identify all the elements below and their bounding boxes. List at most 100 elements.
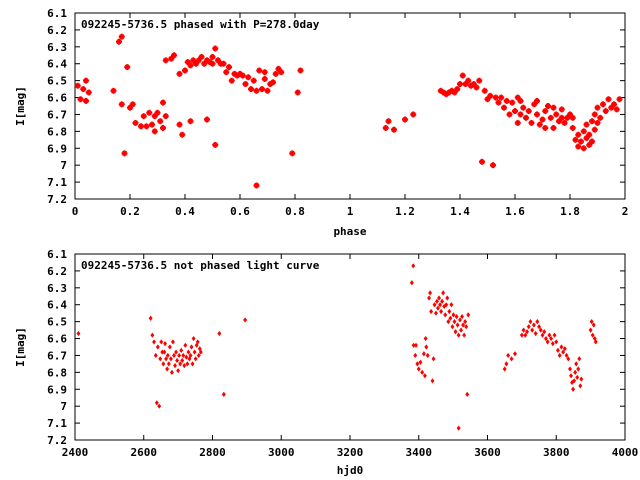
unphased-data-point: [413, 352, 418, 359]
phased-data-point: [264, 87, 271, 94]
unphased-data-point: [456, 425, 461, 431]
unphased-data-point: [545, 339, 550, 345]
unphased-data-point: [523, 332, 528, 338]
phased-data-point: [250, 77, 257, 84]
phased-data-point: [605, 96, 612, 103]
unphased-data-point: [188, 352, 193, 359]
unphased-data-point: [221, 391, 226, 397]
unphased-x-ticks: 2400 2600 2800 3000 3200 3400 3600 3800 4000: [62, 254, 639, 459]
phased-data-point: [523, 114, 529, 121]
unphased-x-tick-label: 2400: [62, 446, 89, 459]
phased-data-point: [509, 99, 516, 106]
unphased-data-point: [168, 356, 173, 362]
unphased-data-point: [243, 317, 248, 323]
unphased-data-point: [173, 363, 177, 369]
unphased-y-ticks: 6.1 6.2 6.3 6.4 6.5 6.6 6.7 6.8 6.9 7 7.1 7.2: [47, 248, 625, 447]
unphased-x-tick-label: 4000: [612, 446, 639, 459]
unphased-data-point: [411, 342, 416, 348]
unphased-data-point: [154, 400, 159, 406]
phased-y-tick-label: 6.4: [47, 58, 67, 71]
unphased-data-point: [509, 356, 514, 362]
unphased-data-point: [559, 344, 564, 350]
phased-data-point: [506, 111, 513, 118]
unphased-data-point: [533, 330, 538, 337]
unphased-data-point: [568, 366, 572, 372]
phased-x-tick-label: 2: [622, 205, 629, 218]
phased-data-point: [278, 69, 285, 76]
phased-data-point: [600, 101, 606, 108]
phased-data-point: [501, 104, 507, 111]
phased-data-point: [110, 87, 117, 94]
unphased-data-point: [526, 324, 531, 330]
phased-data-point: [410, 111, 417, 118]
phased-data-point: [561, 119, 568, 126]
phased-data-point: [558, 106, 565, 113]
phased-y-tick-label: 6.6: [47, 92, 67, 105]
unphased-y-tick-label: 6.9: [47, 383, 67, 396]
unphased-data-point: [436, 305, 440, 311]
unphased-data-point: [166, 361, 171, 367]
unphased-data-point: [454, 313, 459, 320]
phased-data-point: [520, 104, 527, 111]
unphased-data-point: [183, 342, 188, 348]
phased-data-point: [608, 104, 615, 111]
unphased-y-tick-label: 7.2: [47, 434, 67, 447]
phased-x-tick-label: 1: [347, 205, 354, 218]
phased-x-tick-label: 1.8: [560, 205, 580, 218]
phased-x-axis-label: phase: [333, 225, 366, 238]
unphased-data-point: [449, 302, 454, 308]
phased-data-point: [459, 72, 466, 79]
phased-data-point: [470, 81, 477, 88]
phased-data-point: [193, 60, 199, 67]
unphased-data-point: [175, 357, 180, 364]
phased-data-point: [124, 64, 131, 71]
unphased-data-point: [542, 329, 547, 335]
unphased-data-point: [554, 339, 559, 345]
phased-data-point: [138, 123, 144, 130]
phased-data-point: [391, 126, 397, 133]
phased-data-point: [162, 57, 169, 64]
unphased-data-point: [418, 359, 423, 365]
phased-x-tick-label: 0.8: [285, 205, 305, 218]
phased-data-point: [162, 113, 169, 120]
phased-data-point: [275, 65, 282, 72]
unphased-data-point: [198, 349, 203, 355]
unphased-data-point: [521, 327, 526, 333]
phased-data-point: [473, 84, 480, 91]
phased-data-point: [465, 77, 472, 84]
unphased-data-point: [456, 332, 461, 338]
unphased-x-tick-label: 3200: [337, 446, 364, 459]
unphased-data-point: [579, 376, 584, 382]
unphased-data-point: [569, 373, 573, 379]
unphased-data-point: [577, 356, 582, 362]
phased-data-point: [451, 89, 458, 96]
unphased-data-point: [465, 391, 470, 397]
phased-data-point: [149, 121, 155, 128]
unphased-data-point: [549, 335, 554, 342]
unphased-data-point: [504, 361, 509, 367]
phased-data-point: [297, 67, 304, 74]
unphased-data-point: [427, 295, 432, 301]
unphased-data-point: [192, 349, 197, 355]
phased-data-point: [495, 99, 502, 106]
phased-data-point: [476, 77, 483, 84]
phased-data-point: [272, 70, 279, 77]
phased-data-point: [578, 138, 584, 145]
unphased-data-point: [415, 361, 420, 367]
unphased-data-point: [184, 354, 189, 360]
phased-data-point: [187, 118, 194, 125]
unphased-data-point: [535, 319, 540, 325]
phased-data-point: [143, 123, 150, 130]
phased-data-point: [239, 72, 246, 79]
phased-data-point: [569, 124, 576, 131]
phased-data-point: [182, 67, 188, 74]
unphased-data-point: [162, 349, 167, 355]
unphased-data-point: [589, 319, 594, 325]
unphased-data-point: [193, 356, 198, 362]
phased-plot-frame: [74, 12, 626, 200]
unphased-y-tick-label: 6.5: [47, 316, 67, 329]
unphased-data-point: [191, 335, 196, 342]
phased-data-point: [223, 69, 230, 76]
phased-data-point: [209, 60, 216, 67]
